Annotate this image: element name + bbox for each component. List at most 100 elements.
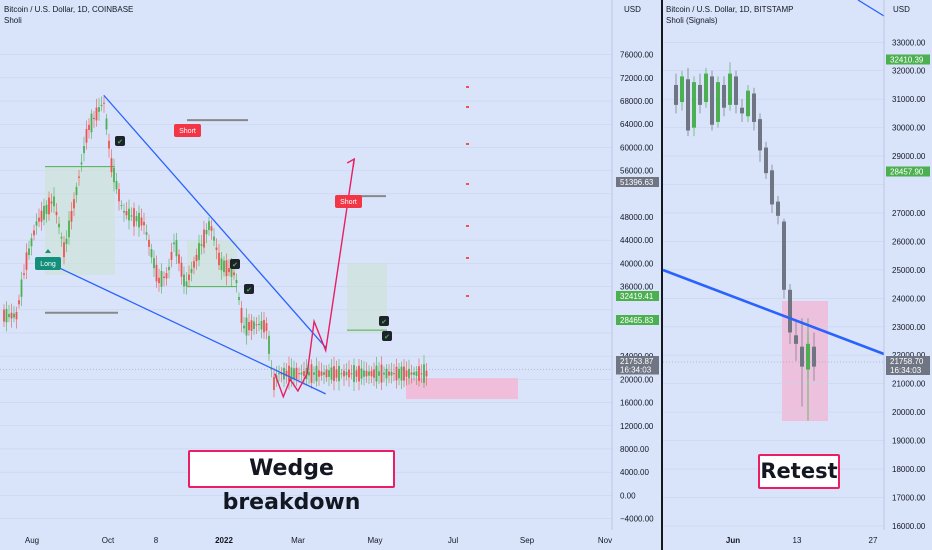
candle-body	[263, 319, 265, 333]
future-marker	[466, 143, 469, 145]
left-candles	[3, 96, 428, 398]
candle-body	[205, 229, 208, 235]
candle-body	[235, 280, 238, 284]
candle-body	[674, 84, 678, 105]
candle-body	[746, 90, 750, 117]
candle-body	[328, 370, 330, 377]
left-symbol-line: Bitcoin / U.S. Dollar, 1D, COINBASE	[4, 5, 134, 14]
y-tick-label: 76000.00	[620, 51, 654, 60]
candle-body	[65, 238, 68, 245]
candle-body	[368, 371, 370, 376]
price-badge-bg	[616, 356, 659, 366]
candle-body	[138, 212, 140, 228]
candle-body	[403, 366, 405, 381]
wedge-upper-trendline	[103, 94, 327, 348]
candle-body	[360, 368, 363, 379]
check-signal-icon: ✔	[230, 259, 240, 269]
candle-body	[764, 147, 768, 174]
candle-body	[223, 260, 225, 273]
wedge-lower-trendline	[49, 262, 326, 395]
price-badge-bg	[616, 364, 659, 375]
candle-body	[728, 73, 732, 105]
left-symbol-header: Bitcoin / U.S. Dollar, 1D, COINBASE Shol…	[4, 4, 133, 26]
candle-body	[323, 372, 325, 375]
candle-body	[258, 323, 260, 325]
future-marker	[466, 183, 469, 185]
candle-body	[85, 128, 88, 143]
y-tick-label: 12000.00	[620, 422, 654, 431]
candle-body	[23, 273, 25, 275]
candle-body	[335, 369, 338, 378]
check-signal-icon-check: ✔	[232, 261, 238, 269]
price-badge-label: 28465.83	[620, 316, 654, 325]
candle-body	[28, 248, 30, 256]
x-tick-label: Aug	[25, 536, 39, 545]
y-tick-label: 29000.00	[892, 152, 926, 161]
y-tick-label: 31000.00	[892, 95, 926, 104]
candle-body	[423, 364, 425, 383]
candle-body	[190, 268, 193, 273]
candle-body	[118, 189, 120, 202]
candle-body	[125, 211, 128, 216]
candle-body	[752, 93, 756, 122]
future-marker	[466, 225, 469, 227]
y-tick-label: 56000.00	[620, 167, 654, 176]
candle-body	[153, 258, 155, 269]
candle-body	[245, 317, 248, 336]
candle-body	[143, 221, 145, 226]
candle-body	[260, 321, 263, 330]
candle-body	[105, 118, 108, 130]
candle-body	[155, 264, 158, 282]
candle-body	[33, 230, 35, 236]
y-tick-label: 16000.00	[892, 522, 926, 531]
check-signal-icon: ✔	[115, 136, 125, 146]
candle-body	[680, 76, 684, 103]
candle-body	[782, 221, 786, 290]
check-signal-icon-check: ✔	[246, 286, 252, 294]
candle-body	[250, 320, 253, 331]
price-badge-label: 51396.63	[620, 178, 654, 187]
future-marker	[466, 86, 469, 88]
x-tick-label: 8	[154, 536, 159, 545]
candle-body	[290, 367, 293, 380]
wedge-breakdown-annotation: Wedge breakdown	[188, 450, 395, 515]
candle-body	[395, 366, 398, 381]
y-tick-label: 25000.00	[892, 266, 926, 275]
candle-body	[300, 372, 303, 375]
candle-body	[135, 216, 138, 222]
x-tick-label: Sep	[520, 536, 535, 545]
candle-body	[410, 372, 413, 375]
retest-trendline	[662, 268, 885, 356]
candle-body	[405, 370, 408, 377]
short-signal-zone-1	[187, 240, 237, 287]
candle-body	[218, 252, 220, 266]
candle-body	[758, 119, 762, 151]
candle-body	[333, 366, 335, 382]
candle-body	[776, 201, 780, 216]
candle-body	[285, 370, 288, 377]
candle-body	[363, 370, 365, 377]
price-badge-bg	[886, 356, 930, 366]
candle-body	[200, 244, 203, 246]
y-tick-label: 64000.00	[620, 120, 654, 129]
candle-body	[273, 376, 275, 391]
future-marker	[466, 295, 469, 297]
candle-body	[243, 325, 245, 329]
y-tick-label: 20000.00	[892, 408, 926, 417]
candle-body	[812, 346, 816, 367]
x-tick-label: Oct	[102, 536, 115, 545]
candle-body	[343, 370, 345, 377]
candle-body	[35, 221, 38, 226]
y-tick-label: 72000.00	[620, 74, 654, 83]
candle-body	[53, 196, 55, 207]
candle-body	[150, 249, 153, 258]
retest-annotation: Retest	[758, 454, 840, 489]
candle-body	[692, 82, 696, 128]
candle-body	[215, 247, 218, 251]
projection-arrowhead	[346, 157, 356, 168]
candle-body	[375, 365, 378, 382]
price-badge-label: 32410.39	[890, 56, 924, 65]
y-tick-label: 26000.00	[892, 237, 926, 246]
candle-body	[358, 365, 360, 382]
